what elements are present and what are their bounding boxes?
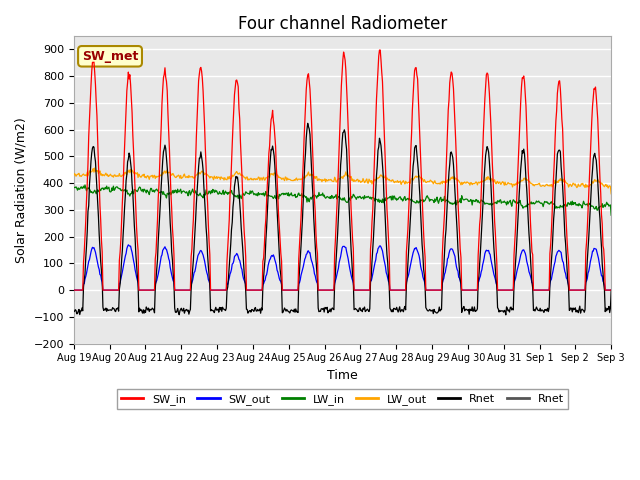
Title: Four channel Radiometer: Four channel Radiometer <box>238 15 447 33</box>
Text: SW_met: SW_met <box>82 50 138 63</box>
Y-axis label: Solar Radiation (W/m2): Solar Radiation (W/m2) <box>15 117 28 263</box>
Legend: SW_in, SW_out, LW_in, LW_out, Rnet, Rnet: SW_in, SW_out, LW_in, LW_out, Rnet, Rnet <box>116 389 568 409</box>
X-axis label: Time: Time <box>327 369 358 382</box>
